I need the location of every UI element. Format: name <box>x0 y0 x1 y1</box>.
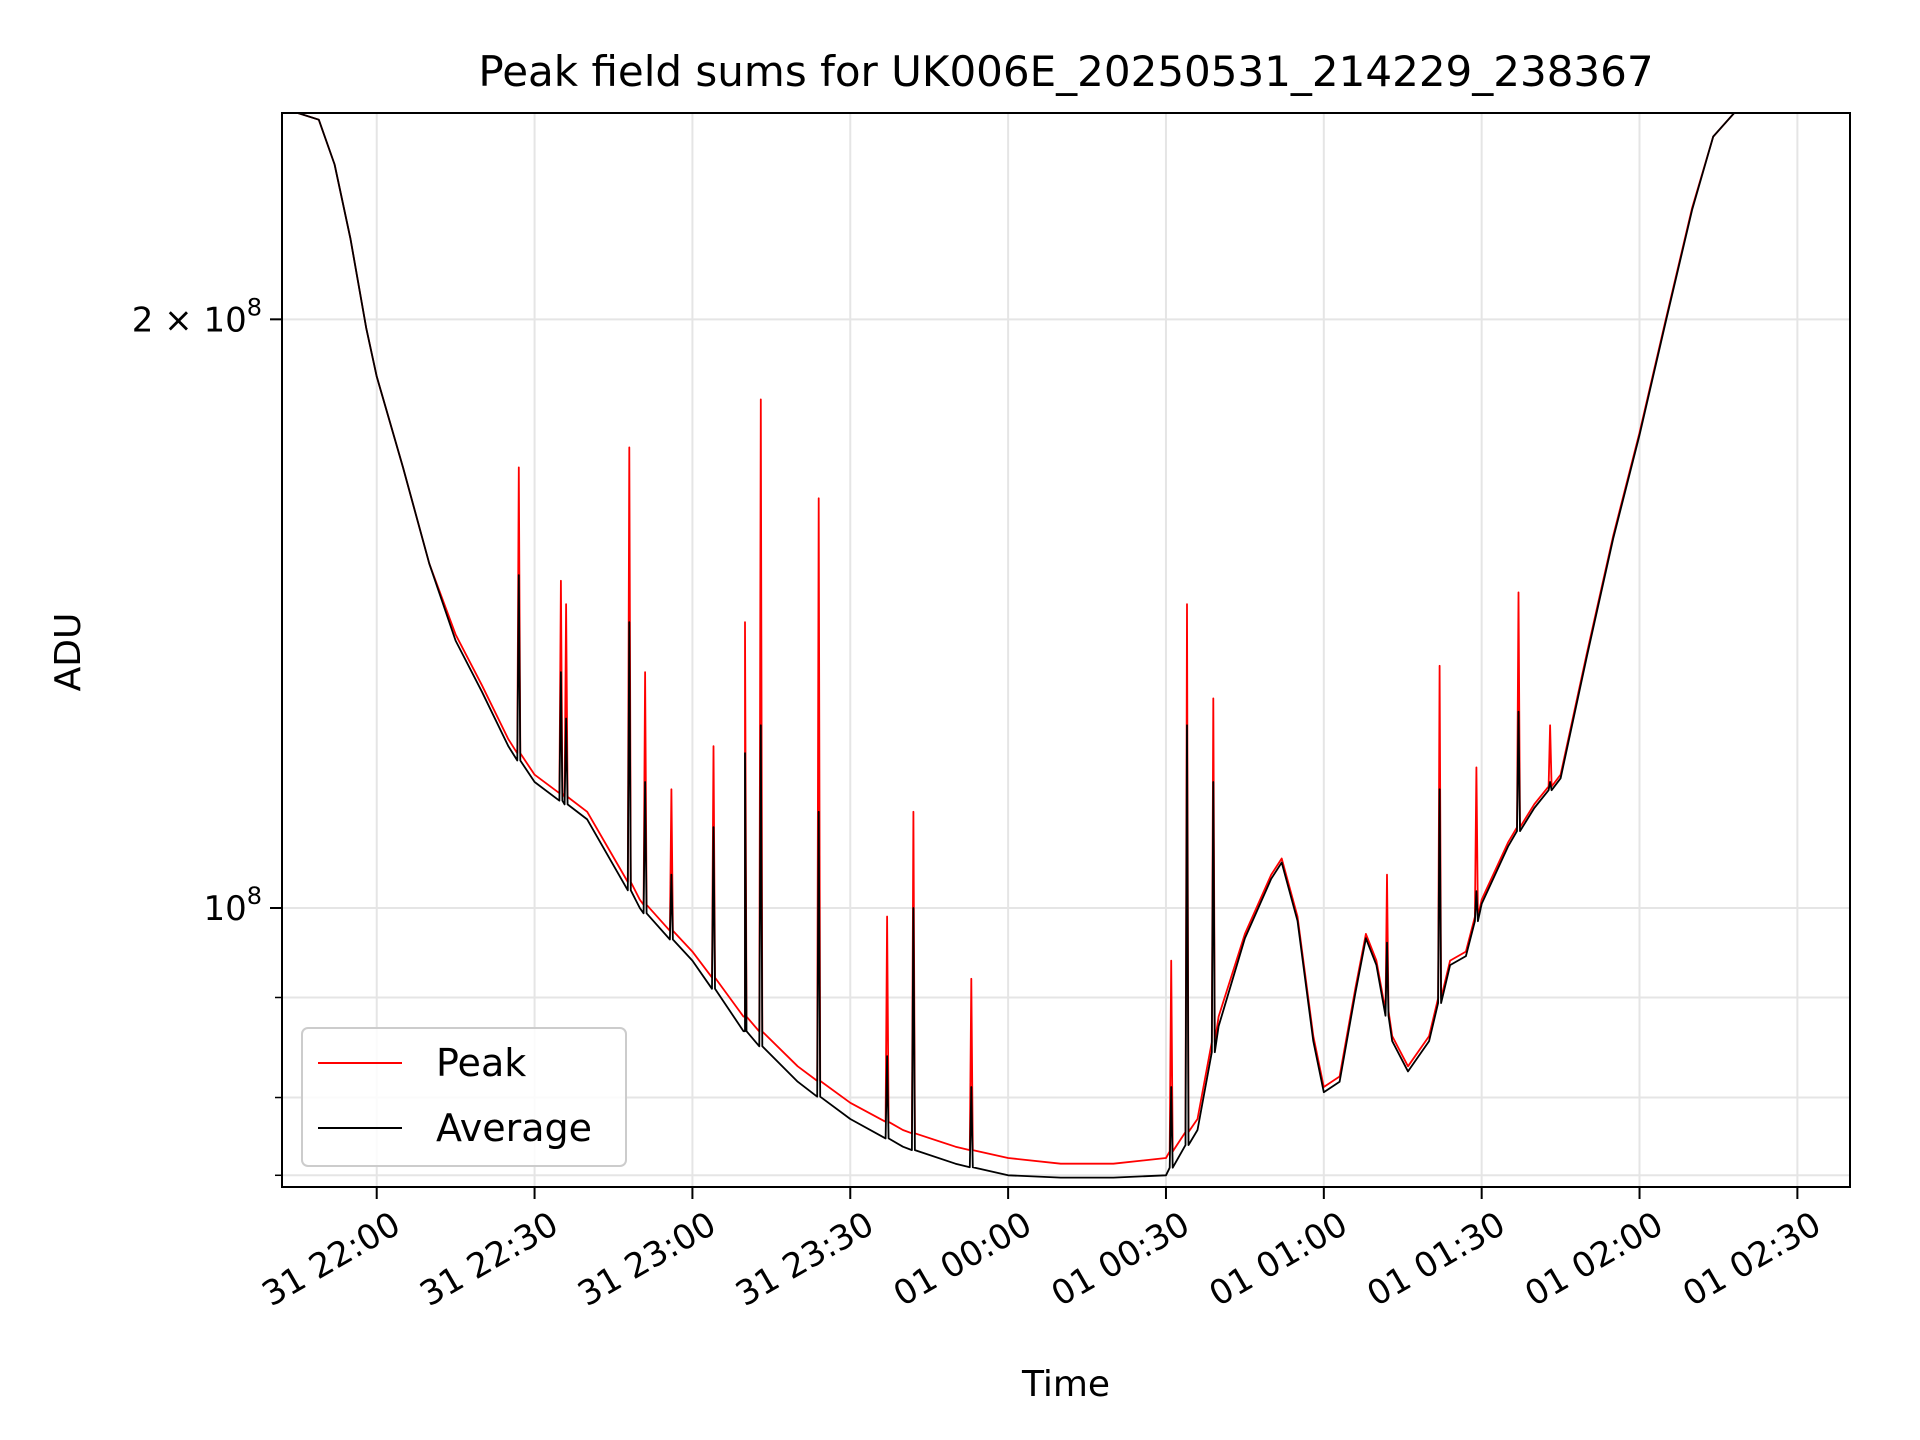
y-axis-label: ADU <box>48 613 89 692</box>
plot-frame <box>281 112 1851 1188</box>
legend-label-peak: Peak <box>436 1041 526 1085</box>
y-tick-label-base: 2 × 10 <box>132 300 247 340</box>
y-tick-label-exponent: 8 <box>247 882 262 910</box>
legend: Peak Average <box>301 1027 627 1167</box>
y-tick-label: 108 <box>203 882 262 929</box>
legend-label-average: Average <box>436 1106 592 1150</box>
y-tick-label-base: 10 <box>203 889 246 929</box>
y-tick-label-exponent: 8 <box>247 293 262 321</box>
series-line-average <box>297 112 1735 1179</box>
y-tick-label: 2 × 108 <box>132 293 262 340</box>
series-layer <box>297 112 1735 1179</box>
grid-lines <box>282 113 1850 1187</box>
x-axis-label: Time <box>1021 1364 1110 1405</box>
chart-title: Peak field sums for UK006E_20250531_2142… <box>478 47 1653 96</box>
